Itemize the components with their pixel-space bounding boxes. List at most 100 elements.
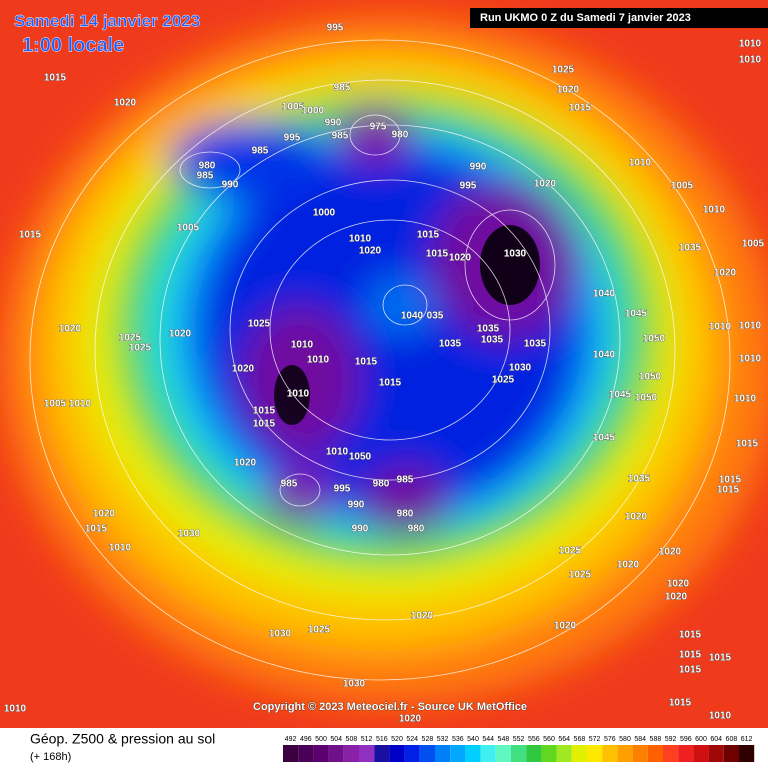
- pressure-label: 1035: [679, 243, 702, 254]
- scale-swatch: [404, 745, 420, 762]
- pressure-label: 1020: [617, 560, 640, 571]
- pressure-label: 035: [427, 311, 444, 322]
- scale-swatch: [283, 745, 299, 762]
- pressure-label: 1020: [232, 364, 255, 375]
- scale-swatch: [435, 745, 451, 762]
- scale-label: 524: [406, 736, 418, 743]
- field: [0, 0, 768, 728]
- pressure-label: 1020: [169, 329, 192, 340]
- scale-label: 588: [650, 736, 662, 743]
- scale-swatch: [739, 745, 755, 762]
- pressure-label: 990: [352, 524, 369, 535]
- scale-swatch: [495, 745, 511, 762]
- scale-swatch: [526, 745, 542, 762]
- scale-label: 520: [391, 736, 403, 743]
- scale-swatch: [663, 745, 679, 762]
- pressure-label: 1045: [625, 309, 648, 320]
- scale-swatch: [480, 745, 496, 762]
- pressure-label: 1020: [449, 253, 472, 264]
- pressure-label: 1010: [739, 55, 762, 66]
- pressure-label: 1010: [109, 543, 132, 554]
- scale-label: 608: [726, 736, 738, 743]
- scale-label: 504: [330, 736, 342, 743]
- pressure-label: 980: [408, 524, 425, 535]
- pressure-label: 1025: [492, 375, 515, 386]
- pressure-label: 1015: [44, 73, 67, 84]
- pressure-label: 1010: [734, 394, 757, 405]
- scale-swatch: [708, 745, 724, 762]
- pressure-label: 1025: [129, 343, 152, 354]
- pressure-labels: 9951015102010251020101510101010985100510…: [4, 22, 765, 725]
- scale-swatch: [298, 745, 314, 762]
- time: 1:00 locale: [22, 34, 124, 56]
- pressure-label: 980: [373, 479, 390, 490]
- pressure-label: 1040: [593, 350, 616, 361]
- pressure-label: 1020: [557, 85, 580, 96]
- scale-swatch: [511, 745, 527, 762]
- pressure-label: 1045: [593, 433, 616, 444]
- pressure-label: 1020: [411, 611, 434, 622]
- scale-swatch: [556, 745, 572, 762]
- pressure-label: 1035: [477, 324, 500, 335]
- color-scale: 492 496 500 504 508 512 516 520 524 528 532 536 540 5…: [283, 736, 755, 762]
- pressure-label: 1025: [308, 625, 331, 636]
- pressure-label: 1005: [44, 399, 67, 410]
- pressure-label: 1010: [4, 704, 27, 715]
- pressure-label: 1020: [59, 324, 82, 335]
- pressure-label: 1000: [302, 106, 325, 117]
- scale-label: 528: [422, 736, 434, 743]
- scale-swatch: [693, 745, 709, 762]
- pressure-label: 1020: [554, 621, 577, 632]
- pressure-label: 985: [197, 171, 214, 182]
- scale-swatch: [678, 745, 694, 762]
- scale-label: 492: [285, 736, 297, 743]
- pressure-label: 985: [252, 146, 269, 157]
- run: Run UKMO 0 Z du Samedi 7 janvier 2023: [480, 12, 691, 24]
- scale-label: 576: [604, 736, 616, 743]
- pressure-label: 1025: [119, 333, 142, 344]
- scale-label: 556: [528, 736, 540, 743]
- pressure-label: 1005: [282, 102, 305, 113]
- scale-swatch: [450, 745, 466, 762]
- scale-label: 508: [346, 736, 358, 743]
- pressure-label: 1010: [287, 389, 310, 400]
- pressure-label: 1015: [85, 524, 108, 535]
- pressure-label: 990: [348, 500, 365, 511]
- pressure-label: 1015: [719, 475, 742, 486]
- scale-label: 532: [437, 736, 449, 743]
- pressure-label: 1025: [248, 319, 271, 330]
- pressure-label: 1000: [313, 208, 336, 219]
- pressure-label: 980: [397, 509, 414, 520]
- scale-swatch: [313, 745, 329, 762]
- pressure-label: 1020: [359, 246, 382, 257]
- pressure-label: 1010: [739, 354, 762, 365]
- pressure-label: 1015: [253, 406, 276, 417]
- pressure-label: 995: [334, 484, 351, 495]
- scale-swatch: [389, 745, 405, 762]
- pressure-label: 1050: [639, 372, 662, 383]
- pressure-label: 1010: [709, 322, 732, 333]
- scale-swatch: [374, 745, 390, 762]
- pressure-label: 1010: [307, 355, 330, 366]
- scale-label: 560: [543, 736, 555, 743]
- scale-label: 580: [619, 736, 631, 743]
- pressure-label: 1010: [703, 205, 726, 216]
- scale-swatch: [328, 745, 344, 762]
- pressure-label: 1020: [114, 98, 137, 109]
- pressure-label: 1015: [379, 378, 402, 389]
- scale-label: 516: [376, 736, 388, 743]
- pressure-label: 1020: [667, 579, 690, 590]
- pressure-label: 985: [281, 479, 298, 490]
- legend-lead: (+ 168h): [30, 751, 71, 763]
- pressure-label: 1020: [534, 179, 557, 190]
- scale-swatch: [359, 745, 375, 762]
- pressure-label: 990: [470, 162, 487, 173]
- scale-swatch: [343, 745, 359, 762]
- pressure-label: 995: [284, 133, 301, 144]
- scale-swatch: [647, 745, 663, 762]
- pressure-label: 1010: [739, 39, 762, 50]
- pressure-label: 1030: [504, 249, 527, 260]
- pressure-label: 1010: [349, 234, 372, 245]
- pressure-label: 985: [397, 475, 414, 486]
